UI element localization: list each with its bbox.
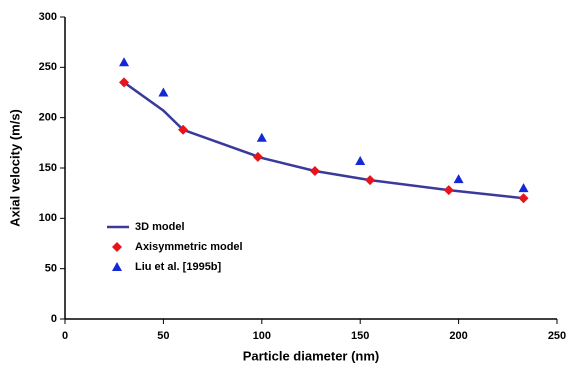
triangle-marker bbox=[158, 87, 169, 97]
x-tick-label: 50 bbox=[157, 330, 169, 342]
diamond-marker bbox=[309, 166, 320, 177]
triangle-marker bbox=[453, 174, 464, 184]
legend-label: 3D model bbox=[135, 221, 185, 233]
y-tick-label: 100 bbox=[39, 212, 57, 224]
y-tick-label: 250 bbox=[39, 61, 57, 73]
x-tick-label: 200 bbox=[449, 330, 467, 342]
x-tick-label: 150 bbox=[351, 330, 369, 342]
legend-label: Axisymmetric model bbox=[135, 241, 243, 253]
x-axis-title: Particle diameter (nm) bbox=[243, 348, 380, 363]
y-tick-label: 200 bbox=[39, 112, 57, 124]
y-tick-label: 150 bbox=[39, 162, 57, 174]
triangle-marker bbox=[119, 57, 130, 67]
triangle-marker bbox=[355, 155, 366, 165]
y-tick-label: 50 bbox=[45, 263, 57, 275]
diamond-marker bbox=[252, 151, 263, 162]
y-tick-label: 300 bbox=[39, 11, 57, 23]
x-tick-label: 100 bbox=[253, 330, 271, 342]
x-tick-label: 250 bbox=[548, 330, 566, 342]
diamond-marker bbox=[518, 193, 529, 204]
series-line bbox=[123, 81, 524, 200]
diamond-marker bbox=[112, 242, 122, 252]
x-tick-label: 0 bbox=[62, 330, 68, 342]
y-tick-label: 0 bbox=[51, 313, 57, 325]
diamond-marker bbox=[443, 185, 454, 196]
diamond-marker bbox=[178, 124, 189, 135]
diamond-marker bbox=[365, 175, 376, 186]
triangle-marker bbox=[518, 183, 529, 193]
legend-label: Liu et al. [1995b] bbox=[135, 261, 222, 273]
diamond-marker bbox=[119, 77, 130, 88]
triangle-marker bbox=[112, 262, 122, 271]
triangle-marker bbox=[256, 132, 267, 142]
y-axis-title: Axial velocity (m/s) bbox=[7, 109, 22, 227]
